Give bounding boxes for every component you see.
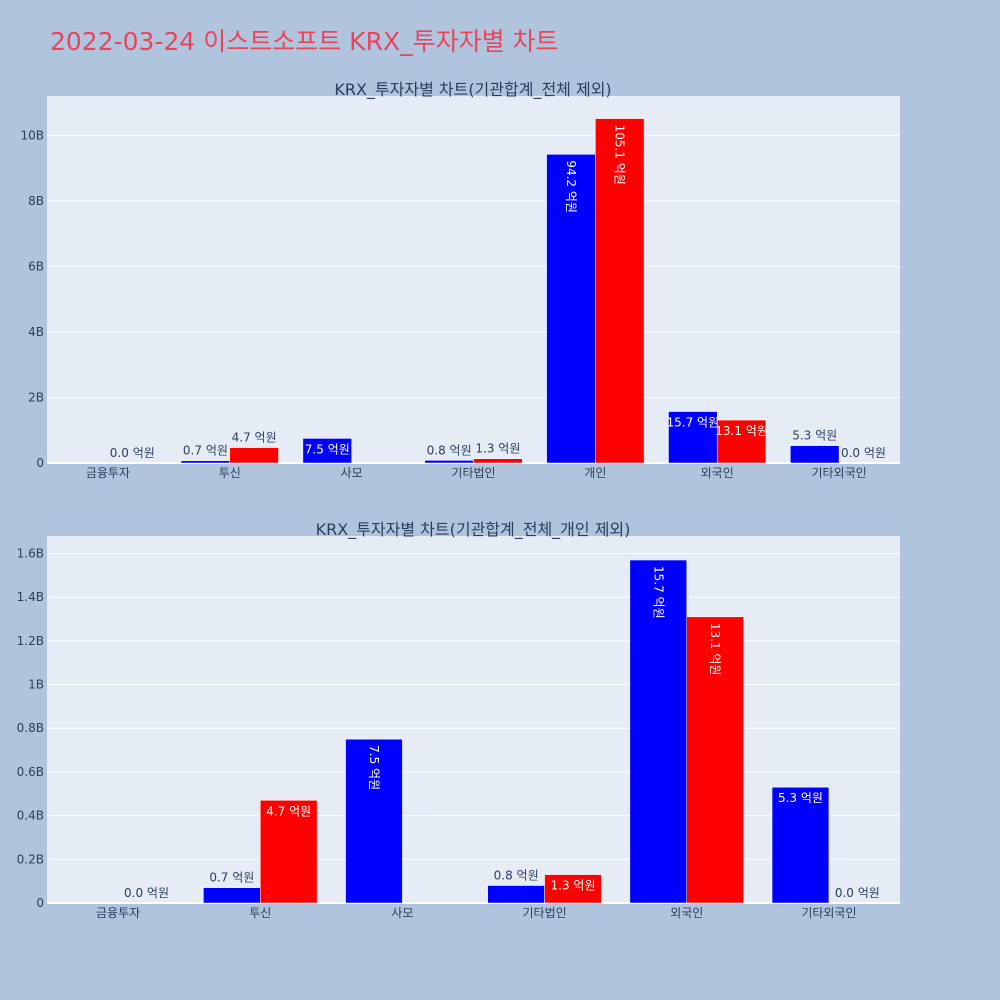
chart-bottom-bar-label: 0.7 억원 bbox=[209, 871, 254, 885]
chart-bottom-bar-label: 13.1 억원 bbox=[708, 623, 722, 676]
chart-bottom-bar bbox=[629, 559, 688, 904]
chart-bottom-bar bbox=[260, 800, 318, 904]
chart-top-bar-label: 15.7 억원 bbox=[667, 416, 720, 430]
chart-top-xtick-label: 외국인 bbox=[701, 466, 734, 480]
chart-top-bar bbox=[595, 118, 645, 464]
chart-bottom-xtick-label: 외국인 bbox=[670, 906, 703, 920]
chart-bottom-xtick-label: 사모 bbox=[391, 906, 413, 920]
chart-top-bar-label: 105.1 억원 bbox=[613, 125, 627, 185]
chart-bottom-bar-label: 1.3 억원 bbox=[551, 879, 596, 893]
chart-top-plot-area bbox=[47, 96, 900, 463]
chart-bottom-bar-label: 5.3 억원 bbox=[778, 791, 823, 805]
chart-top-bar bbox=[180, 460, 231, 464]
chart-top-bar bbox=[668, 411, 718, 464]
chart-bottom-xtick-label: 기타법인 bbox=[522, 906, 566, 920]
chart-top-xtick-label: 기타법인 bbox=[451, 466, 495, 480]
chart-bottom-bar bbox=[771, 786, 830, 904]
chart-bottom-bar bbox=[345, 738, 403, 904]
chart-bottom-bar bbox=[203, 887, 261, 904]
chart-top-ytick-label: 2B bbox=[28, 390, 44, 404]
chart-bottom-title: KRX_투자자별 차트(기관합계_전체_개인 제외) bbox=[316, 520, 631, 540]
chart-bottom-ytick-label: 0.4B bbox=[17, 809, 44, 823]
chart-top-bar-label: 0.0 억원 bbox=[110, 446, 155, 460]
chart-top-bar-label: 0.8 억원 bbox=[427, 443, 472, 457]
chart-top-bar-label: 1.3 억원 bbox=[475, 442, 520, 456]
chart-top-bar bbox=[229, 447, 279, 464]
chart-top-ytick-label: 6B bbox=[28, 259, 44, 273]
chart-top-ytick-label: 10B bbox=[20, 128, 44, 142]
chart-bottom-ytick-label: 1.2B bbox=[17, 634, 44, 648]
chart-bottom-bar-label: 0.0 억원 bbox=[124, 886, 169, 900]
chart-bottom-bar-label: 0.8 억원 bbox=[494, 869, 539, 883]
chart-top-xtick-label: 금융투자 bbox=[86, 466, 130, 480]
chart-top-bar bbox=[424, 460, 474, 464]
chart-top-bar-label: 4.7 억원 bbox=[232, 431, 277, 445]
chart-bottom-xtick-label: 기타외국인 bbox=[801, 906, 856, 920]
chart-top-ytick-label: 8B bbox=[28, 194, 44, 208]
chart-bottom-ytick-label: 0 bbox=[36, 896, 44, 910]
chart-top-xtick-label: 사모 bbox=[341, 466, 363, 480]
chart-bottom-ytick-label: 1B bbox=[28, 678, 44, 692]
chart-bottom-ytick-label: 1.6B bbox=[17, 546, 44, 560]
chart-bottom: KRX_투자자별 차트(기관합계_전체_개인 제외) 0 0.2B 0.4B 0.6B… bbox=[17, 520, 900, 920]
chart-top-bar-label: 13.1 억원 bbox=[715, 424, 768, 438]
chart-top-bar bbox=[302, 438, 352, 464]
chart-bottom-bar-label: 15.7 억원 bbox=[651, 566, 665, 619]
chart-bottom-xtick-label: 투신 bbox=[249, 906, 271, 920]
chart-top-bar-label: 7.5 억원 bbox=[305, 442, 350, 456]
chart-bottom-bar-label: 4.7 억원 bbox=[266, 804, 311, 818]
chart-top-bar-label: 94.2 억원 bbox=[564, 160, 578, 213]
chart-top-xtick-label: 기타외국인 bbox=[811, 466, 866, 480]
chart-top-bar bbox=[546, 154, 596, 464]
chart-bottom-bar bbox=[544, 874, 602, 904]
chart-top-bar-label: 0.0 억원 bbox=[841, 446, 886, 460]
chart-bottom-ytick-label: 0.8B bbox=[17, 721, 44, 735]
chart-bottom-bar bbox=[686, 616, 744, 904]
chart-top-title: KRX_투자자별 차트(기관합계_전체 제외) bbox=[334, 80, 611, 100]
chart-top-ytick-label: 0 bbox=[36, 456, 44, 470]
chart-top-xtick-label: 개인 bbox=[584, 466, 606, 480]
chart-top-xtick-label: 투신 bbox=[219, 466, 241, 480]
chart-top-bar-label: 5.3 억원 bbox=[792, 429, 837, 443]
chart-top-ytick-label: 4B bbox=[28, 325, 44, 339]
chart-top-bar bbox=[716, 419, 767, 464]
chart-bottom-ytick-label: 0.2B bbox=[17, 852, 44, 866]
chart-top: KRX_투자자별 차트(기관합계_전체 제외) 0 2B 4B 6B 8B 10B 금융투자… bbox=[20, 80, 900, 480]
chart-bottom-bar-label: 7.5 억원 bbox=[367, 745, 381, 790]
chart-top-bar bbox=[473, 458, 523, 464]
chart-bottom-bar bbox=[487, 885, 545, 904]
chart-top-bar bbox=[790, 445, 840, 464]
chart-bottom-bar-label: 0.0 억원 bbox=[835, 886, 880, 900]
chart-bottom-ytick-label: 1.4B bbox=[17, 590, 44, 604]
chart-bottom-ytick-label: 0.6B bbox=[17, 765, 44, 779]
page-title: 2022-03-24 이스트소프트 KRX_투자자별 차트 bbox=[50, 27, 559, 56]
chart-bottom-xtick-label: 금융투자 bbox=[96, 906, 140, 920]
chart-top-bar-label: 0.7 억원 bbox=[183, 444, 228, 458]
